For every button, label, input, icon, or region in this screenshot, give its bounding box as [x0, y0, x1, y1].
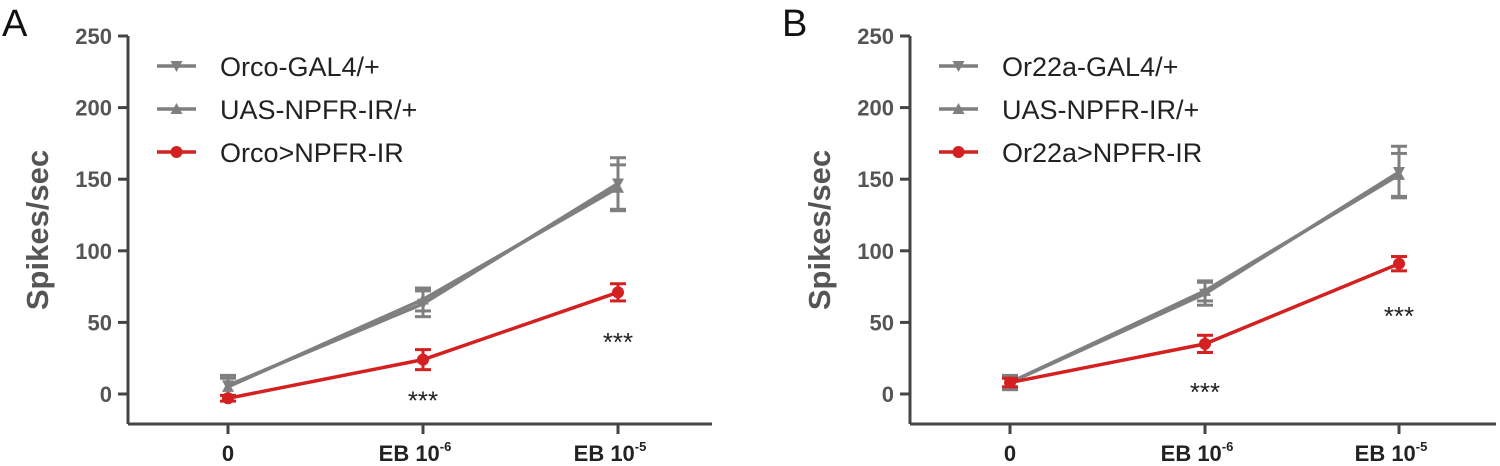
data-point	[1393, 257, 1405, 270]
y-tick-label: 200	[857, 96, 894, 121]
x-tick-label-exponent: -6	[1222, 439, 1234, 454]
x-tick-label: EB 10-5	[574, 439, 647, 466]
data-point	[417, 353, 429, 366]
data-point	[1199, 284, 1211, 296]
x-tick-label-exponent: -5	[635, 439, 647, 454]
x-tick-label: EB 10-5	[1355, 439, 1428, 466]
legend-item: Orco>NPFR-IR	[157, 138, 404, 168]
data-point	[222, 380, 234, 392]
y-tick-label: 100	[857, 239, 894, 264]
y-tick-label: 0	[100, 382, 112, 407]
legend-marker	[170, 61, 183, 72]
y-tick-label: 250	[857, 24, 894, 49]
y-tick-label: 200	[75, 96, 112, 121]
x-tick-label-base: EB 10	[1161, 441, 1222, 466]
legend: Or22a-GAL4/+ UAS-NPFR-IR/+ Or22a>NPFR-IR	[939, 52, 1202, 168]
x-tick-label: 0	[1004, 441, 1016, 466]
significance-annotation: ***	[603, 327, 633, 357]
legend-label: Or22a>NPFR-IR	[1002, 138, 1202, 168]
series-3	[220, 282, 626, 405]
legend-item: Orco-GAL4/+	[157, 52, 380, 82]
legend-marker	[952, 103, 965, 114]
legend-item: Or22a-GAL4/+	[939, 52, 1178, 82]
data-point	[417, 293, 429, 305]
data-point	[612, 181, 624, 193]
series-2	[220, 163, 626, 397]
x-tick-label: EB 10-6	[379, 439, 452, 466]
legend: Orco-GAL4/+ UAS-NPFR-IR/+ Orco>NPFR-IR	[157, 52, 417, 168]
legend-marker	[952, 61, 965, 72]
x-tick-label-base: 0	[1004, 441, 1016, 466]
legend-label: UAS-NPFR-IR/+	[1002, 95, 1199, 125]
y-tick-label: 150	[75, 167, 112, 192]
panel-letter: A	[2, 3, 28, 45]
x-tick-label-base: EB 10	[379, 441, 440, 466]
y-tick-label: 50	[870, 310, 894, 335]
significance-annotation: ***	[1384, 301, 1414, 331]
legend-item: UAS-NPFR-IR/+	[157, 95, 417, 125]
y-tick-label: 250	[75, 24, 112, 49]
legend-label: Orco-GAL4/+	[220, 52, 380, 82]
x-tick-label: 0	[222, 441, 234, 466]
series-3	[1002, 255, 1407, 389]
legend-label: Or22a-GAL4/+	[1002, 52, 1178, 82]
y-tick-label: 150	[857, 167, 894, 192]
significance-annotation: ***	[1190, 377, 1220, 407]
legend-label: Orco>NPFR-IR	[220, 138, 404, 168]
legend-item: Or22a>NPFR-IR	[939, 138, 1202, 168]
x-tick-label-exponent: -6	[440, 439, 452, 454]
legend-label: UAS-NPFR-IR/+	[220, 95, 417, 125]
data-point	[1004, 376, 1016, 389]
data-point	[1199, 337, 1211, 350]
legend-marker	[170, 146, 183, 158]
x-tick-label-base: EB 10	[574, 441, 635, 466]
x-tick-label-base: EB 10	[1355, 441, 1416, 466]
legend-marker	[170, 103, 183, 114]
legend-marker	[952, 146, 965, 158]
x-tick-label: EB 10-6	[1161, 439, 1234, 466]
y-tick-label: 100	[75, 239, 112, 264]
data-point	[1393, 168, 1405, 180]
y-tick-label: 50	[88, 310, 112, 335]
y-axis-label: Spikes/sec	[20, 150, 55, 310]
y-axis-label: Spikes/sec	[802, 150, 837, 310]
data-point	[612, 286, 624, 299]
data-point	[222, 392, 234, 405]
panel-letter: B	[782, 3, 807, 45]
legend-item: UAS-NPFR-IR/+	[939, 95, 1199, 125]
x-tick-label-exponent: -5	[1416, 439, 1428, 454]
significance-annotation: ***	[408, 386, 438, 416]
y-tick-label: 0	[882, 382, 894, 407]
x-tick-label-base: 0	[222, 441, 234, 466]
